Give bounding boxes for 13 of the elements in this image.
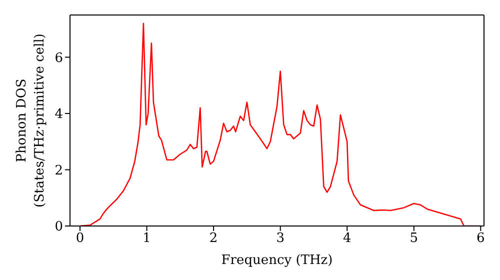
x-tick-label: 1 — [142, 231, 151, 246]
x-tick-label: 6 — [476, 231, 485, 246]
y-tick-label: 0 — [54, 220, 63, 235]
y-tick-label: 4 — [54, 107, 63, 122]
x-tick-label: 3 — [276, 231, 284, 246]
x-tick-label: 5 — [410, 231, 418, 246]
x-tick-label: 0 — [76, 231, 84, 246]
y-tick-label: 2 — [54, 163, 63, 178]
x-tick-label: 2 — [209, 231, 218, 246]
y-axis-title: Phonon DOS (States/THz·primitive cell) — [14, 33, 48, 208]
x-tick-label: 4 — [342, 231, 352, 246]
y-tick-label: 6 — [54, 50, 63, 66]
x-axis-title: Frequency (THz) — [221, 253, 333, 268]
